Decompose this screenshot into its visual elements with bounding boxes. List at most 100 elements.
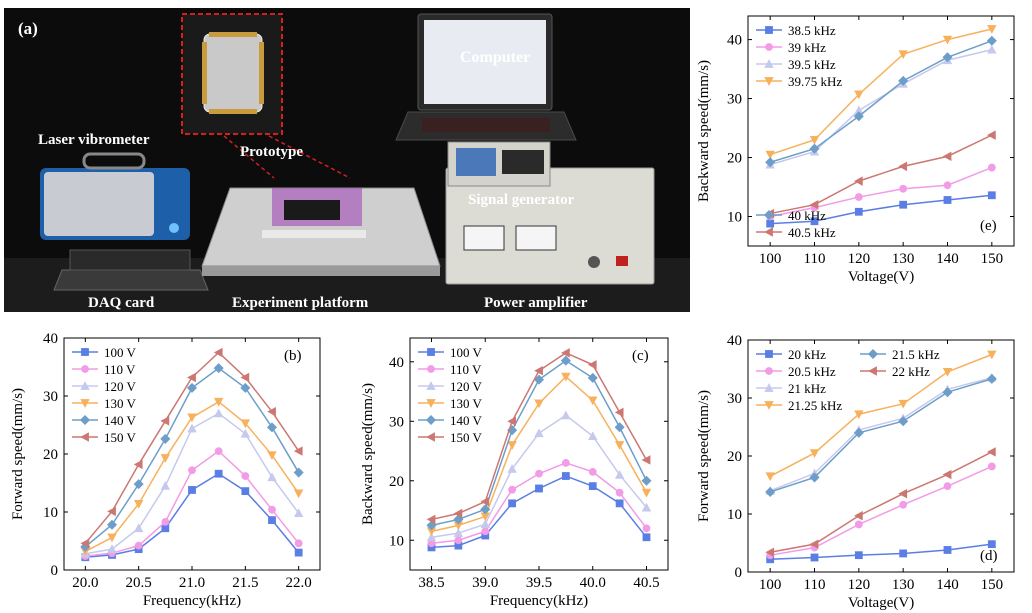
x-tick-label: 40.0 <box>580 575 606 591</box>
legend-label: 130 V <box>104 396 137 411</box>
y-tick-label: 10 <box>727 210 742 226</box>
y-tick-label: 20 <box>389 474 404 490</box>
series-0-point <box>561 472 570 480</box>
series-0-point <box>294 548 303 557</box>
y-tick-label: 20 <box>727 151 742 167</box>
series-4-point <box>942 387 953 398</box>
series-1-point <box>899 184 908 193</box>
callout-laser-vibrometer: Laser vibrometer <box>38 132 150 148</box>
chart-d-content: 100 110 120 130 140 150 0 10 20 30 40 Voltage(V) For… <box>696 333 1015 610</box>
y-tick-label: 40 <box>43 331 58 347</box>
series-5-point <box>426 514 436 525</box>
chart-e-content: 100 110 120 130 140 150 10 20 30 40 Voltage(V) Back… <box>696 15 1015 285</box>
legend-label: 140 V <box>450 413 483 428</box>
x-tick-label: 38.5 <box>418 575 444 591</box>
series-1-point <box>943 482 952 491</box>
series-2-point <box>507 464 517 473</box>
legend-swatch-marker <box>764 227 773 237</box>
chart-c-content: 38.5 39.0 39.5 40.0 40.5 10 20 30 40 Frequency(kH… <box>360 337 669 609</box>
series-3-point <box>809 135 820 145</box>
x-tick-label: 110 <box>804 577 826 593</box>
setup-photo-drawing: (a) Computer Laser vibrometer Prototype … <box>4 8 690 312</box>
series-4-point <box>986 35 997 46</box>
signal-generator-device <box>447 141 551 187</box>
series-0-point <box>899 549 908 558</box>
series-4-point <box>898 416 909 427</box>
x-tick-label: 120 <box>848 251 871 267</box>
callout-power-amplifier: Power amplifier <box>484 295 588 311</box>
series-5-point <box>809 539 819 549</box>
series-1-point <box>987 163 996 172</box>
panel-label: (b) <box>284 348 302 364</box>
vibrometer-panel <box>44 172 154 236</box>
chart-e-frame <box>747 15 1015 247</box>
laptop-screen <box>424 20 546 104</box>
panel-label: (d) <box>980 548 998 564</box>
x-tick-label: 20.5 <box>126 575 152 591</box>
series-2-point <box>614 469 625 479</box>
legend-label: 110 V <box>104 362 136 377</box>
piezo-top <box>209 32 257 37</box>
series-3-point <box>898 50 908 60</box>
series-0-point <box>615 499 624 508</box>
series-2-point <box>987 44 997 54</box>
laptop-keys <box>422 118 550 132</box>
y-axis-label: Backward speed(mm/s) <box>696 60 712 202</box>
series-line-2 <box>769 48 993 166</box>
series-3-point <box>898 399 908 409</box>
legend-swatch-marker <box>81 348 89 356</box>
series-5-point <box>240 372 250 383</box>
setup-photo: (a) Computer Laser vibrometer Prototype … <box>4 8 690 312</box>
series-2-point <box>267 472 277 482</box>
series-4-point <box>986 373 997 384</box>
series-4-point <box>133 479 144 490</box>
y-tick-label: 30 <box>727 391 742 407</box>
x-axis-label: Frequency(kHz) <box>143 593 241 609</box>
legend-swatch-marker <box>80 432 89 442</box>
y-tick-label: 20 <box>43 447 58 463</box>
series-4-point <box>765 486 776 497</box>
x-tick-label: 110 <box>804 251 826 267</box>
series-1-point <box>188 466 196 475</box>
series-5-point <box>854 176 863 186</box>
rail <box>262 230 366 238</box>
legend-label: 39.5 kHz <box>788 57 836 72</box>
legend-swatch-marker <box>764 401 774 410</box>
series-5-point <box>133 459 143 470</box>
x-tick-label: 21.5 <box>232 575 258 591</box>
series-1-point <box>454 536 463 545</box>
series-0-point <box>854 207 863 216</box>
legend-swatch-marker <box>867 348 879 360</box>
legend-swatch-marker <box>80 399 90 408</box>
series-2-point <box>293 508 304 518</box>
panel-label: (e) <box>980 218 997 234</box>
legend-label: 20.5 kHz <box>788 364 836 379</box>
legend-label: 100 V <box>104 345 137 360</box>
y-tick-label: 40 <box>727 333 742 349</box>
series-1-point <box>854 193 863 201</box>
y-axis-label: Forward speed(mm/s) <box>10 388 26 520</box>
chart-b: 20.0 20.5 21.0 21.5 22.0 0 10 20 30 40 Frequency(k… <box>10 331 321 609</box>
chart-b-frame <box>63 337 321 571</box>
series-line-0 <box>770 543 992 560</box>
series-2-point <box>561 410 571 420</box>
legend-label: 20 kHz <box>788 347 826 362</box>
series-2-point <box>453 528 464 538</box>
x-tick-label: 140 <box>936 251 959 267</box>
series-4-point <box>853 427 864 438</box>
series-3-point <box>240 419 251 429</box>
legend-label: 21.5 kHz <box>892 347 940 362</box>
series-4-point <box>186 382 198 393</box>
series-2-point <box>240 428 251 438</box>
legend-label: 140 V <box>104 413 137 428</box>
series-4-point <box>240 382 251 393</box>
legend-label: 100 V <box>450 345 483 360</box>
legend-swatch-marker <box>765 350 773 358</box>
series-line-0 <box>770 194 992 225</box>
series-3-point <box>942 367 953 377</box>
series-0-point <box>588 482 597 491</box>
series-4-point <box>533 374 545 385</box>
x-tick-label: 39.0 <box>472 575 498 591</box>
laser-led <box>169 223 179 233</box>
series-4-point <box>453 514 464 525</box>
